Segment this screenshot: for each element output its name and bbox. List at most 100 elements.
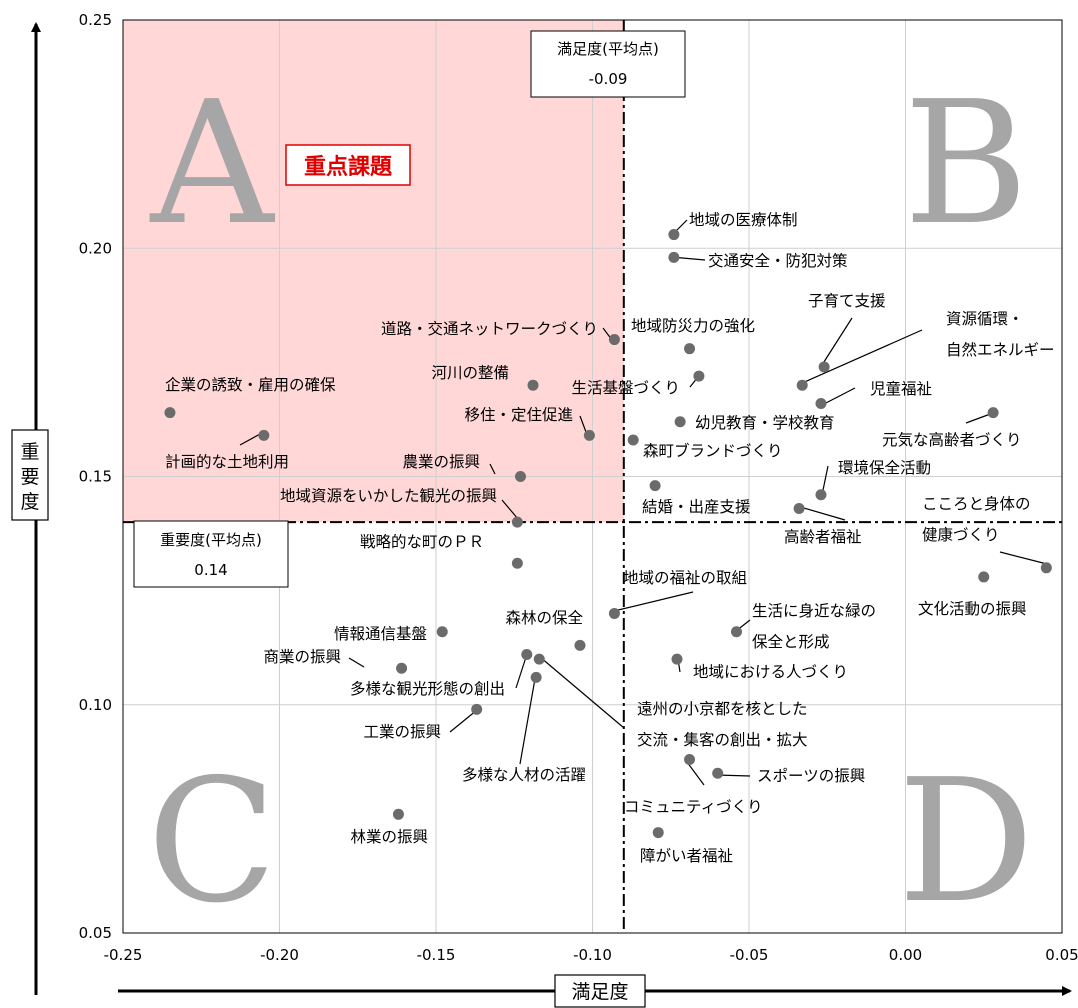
leader-line [686, 761, 705, 786]
data-point [793, 502, 805, 514]
data-point [978, 571, 990, 583]
point-label: 障がい者福祉 [640, 847, 733, 865]
mean-satisfaction-label: 満足度(平均点) [557, 40, 659, 58]
point-label: 地域の福祉の取組 [623, 569, 747, 587]
y-axis-title-char-2: 要 [20, 466, 39, 488]
point-label: 高齢者福祉 [784, 528, 862, 546]
leader-line [519, 672, 537, 765]
point-label: 地域防災力の強化 [631, 317, 755, 335]
data-point [671, 653, 683, 665]
x-tick-label: 0.05 [1045, 946, 1078, 964]
point-label: 道路・交通ネットワークづくり [381, 320, 598, 338]
point-label: こころと身体の健康づくり [922, 495, 1031, 544]
x-tick-label: -0.05 [730, 946, 769, 964]
point-label: 交通安全・防犯対策 [708, 252, 848, 270]
x-tick-label: -0.25 [104, 946, 143, 964]
point-label: 生活に身近な緑の保全と形成 [752, 602, 876, 651]
x-tick-label: -0.10 [573, 946, 612, 964]
data-point [818, 361, 830, 373]
leader-line [348, 657, 365, 668]
x-tick-labels: -0.25 -0.20 -0.15 -0.10 -0.05 0.00 0.05 [104, 946, 1078, 964]
leader-line [449, 709, 478, 733]
y-axis-title-char-1: 重 [20, 441, 39, 463]
x-axis-title: 満足度 [554, 974, 646, 1008]
leader-line [239, 432, 263, 446]
y-tick-label: 0.10 [79, 696, 112, 714]
y-axis-title: 重 要 度 [11, 429, 49, 521]
point-label: 地域の医療体制 [689, 211, 798, 229]
point-label: 生活基盤づくり [571, 379, 680, 397]
point-label: 計画的な土地利用 [165, 453, 289, 471]
x-axis-title-text: 満足度 [571, 981, 628, 1003]
mean-importance-box: 重要度(平均点) 0.14 [133, 520, 289, 588]
point-label: コミュニティづくり [624, 798, 763, 816]
point-label: 地域資源をいかした観光の振興 [280, 487, 497, 505]
data-point [533, 653, 545, 665]
y-tick-label: 0.15 [79, 468, 112, 486]
x-tick-label: 0.00 [889, 946, 922, 964]
quadrant-b-letter: B [904, 65, 1029, 263]
data-point [511, 557, 523, 569]
leader-line [579, 415, 587, 433]
data-point [684, 343, 696, 355]
mean-satisfaction-value: -0.09 [589, 70, 628, 88]
data-points [164, 229, 1052, 839]
data-point [583, 429, 595, 441]
leader-line [489, 463, 496, 475]
y-tick-label: 0.25 [79, 11, 112, 29]
point-label: 多様な人材の活躍 [462, 766, 586, 784]
leader-line [539, 656, 625, 729]
data-point [527, 379, 539, 391]
y-tick-label: 0.05 [79, 924, 112, 942]
mean-satisfaction-box: 満足度(平均点) -0.09 [530, 30, 686, 98]
point-label: 河川の整備 [431, 364, 509, 382]
point-label: スポーツの振興 [757, 767, 865, 785]
leader-line [613, 591, 694, 612]
point-label: 森町ブランドづくり [643, 441, 783, 460]
point-label: 林業の振興 [350, 828, 428, 846]
y-axis-title-char-3: 度 [20, 491, 39, 513]
plot-frame [122, 19, 1063, 934]
priority-label-text: 重点課題 [304, 154, 393, 180]
point-label: 農業の振興 [402, 453, 480, 471]
point-label: 地域における人づくり [693, 663, 848, 681]
mean-importance-value: 0.14 [194, 561, 227, 579]
point-label: 子育て支援 [808, 292, 886, 310]
priority-region [123, 20, 624, 523]
point-label: 環境保全活動 [838, 458, 931, 477]
point-label: 企業の誘致・雇用の確保 [165, 376, 336, 394]
data-point [684, 754, 696, 766]
leader-line [821, 387, 856, 406]
data-point [730, 626, 742, 638]
quadrant-a-letter: A [150, 65, 276, 263]
data-point [574, 639, 586, 651]
data-point [693, 370, 705, 382]
data-point [1040, 562, 1052, 574]
data-point [511, 516, 523, 528]
data-point [436, 626, 448, 638]
data-point [530, 671, 542, 683]
data-point [668, 251, 680, 263]
y-tick-labels: 0.05 0.10 0.15 0.20 0.25 [79, 11, 112, 942]
point-label: 戦略的な町のＰＲ [360, 533, 484, 551]
point-label: 移住・定住促進 [464, 406, 573, 424]
data-point [674, 416, 686, 428]
point-label: 文化活動の振興 [918, 600, 1027, 618]
leader-line [501, 499, 519, 520]
leader-line [799, 329, 923, 385]
point-label: 情報通信基盤 [334, 625, 427, 643]
data-point [796, 379, 808, 391]
quadrant-d-letter: D [898, 743, 1034, 941]
data-point [471, 703, 483, 715]
data-point [649, 480, 661, 492]
data-point [515, 471, 527, 482]
priority-label: 重点課題 [285, 144, 411, 186]
leader-line [821, 317, 853, 366]
data-point [164, 407, 176, 419]
data-point [392, 808, 404, 820]
x-tick-label: -0.15 [417, 946, 456, 964]
data-point [521, 649, 533, 661]
data-point [608, 334, 620, 346]
